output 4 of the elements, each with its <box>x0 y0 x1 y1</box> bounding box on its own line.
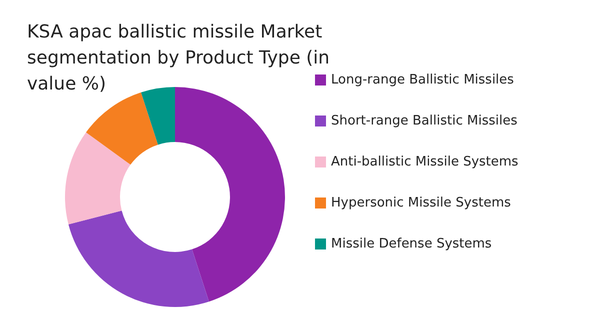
legend-label: Anti-ballistic Missile Systems <box>331 154 519 170</box>
legend-label: Short-range Ballistic Missiles <box>331 114 518 128</box>
legend-label: Hypersonic Missile Systems <box>331 196 512 210</box>
legend-label: Missile Defense Systems <box>331 236 492 252</box>
